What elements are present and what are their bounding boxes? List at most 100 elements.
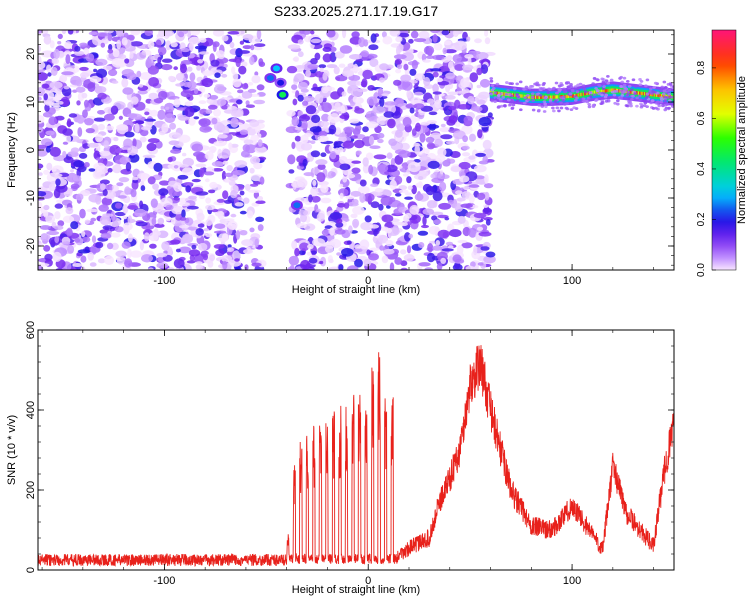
heatmap-cell <box>257 224 264 232</box>
heatmap-cell <box>241 239 254 247</box>
heatmap-cell <box>196 65 202 71</box>
heatmap-cell <box>591 82 595 86</box>
heatmap-cell <box>454 64 465 71</box>
heatmap-cell <box>235 230 241 240</box>
heatmap-cell <box>95 241 104 249</box>
y-tick-label: 20 <box>25 48 37 60</box>
heatmap-cell <box>413 38 427 43</box>
heatmap-cell <box>385 227 392 234</box>
heatmap-cell <box>622 90 626 94</box>
y-tick-label: -10 <box>25 190 37 206</box>
heatmap-cell <box>425 148 430 155</box>
heatmap-cell <box>431 215 438 221</box>
heatmap-cell <box>435 154 446 163</box>
heatmap-cell <box>244 264 249 270</box>
signal-core <box>595 90 597 94</box>
heatmap-cell <box>465 265 475 270</box>
heatmap-cell <box>95 157 101 161</box>
heatmap-cell <box>156 252 168 258</box>
heatmap-cell <box>459 175 470 183</box>
signal-core <box>640 91 642 95</box>
heatmap-cell <box>242 45 252 50</box>
heatmap-cell <box>213 244 225 249</box>
heatmap-cell <box>221 255 233 263</box>
heatmap-cell <box>314 93 324 104</box>
heatmap-cell <box>482 204 489 208</box>
heatmap-cell <box>537 103 542 107</box>
heatmap-cell <box>177 164 190 168</box>
heatmap-cell <box>194 45 208 50</box>
heatmap-cell <box>645 78 650 82</box>
heatmap-cell <box>46 230 60 236</box>
signal-core <box>522 94 525 98</box>
heatmap-cell <box>230 143 239 148</box>
heatmap-cell <box>334 127 342 135</box>
heatmap-cell <box>74 45 81 52</box>
heatmap-cell <box>544 105 548 108</box>
heatmap-cell <box>214 211 224 217</box>
signal-core <box>542 95 545 99</box>
heatmap-cell <box>336 203 346 208</box>
heatmap-cell <box>473 245 478 256</box>
heatmap-cell <box>209 95 219 100</box>
heatmap-cell <box>149 243 157 249</box>
heatmap-cell <box>214 72 221 78</box>
heatmap-cell <box>38 172 43 176</box>
heatmap-cell <box>342 168 352 176</box>
heatmap-cell <box>126 34 135 41</box>
heatmap-cell <box>496 96 501 100</box>
heatmap-cell <box>368 253 379 261</box>
heatmap-cell <box>649 101 653 105</box>
heatmap-cell <box>398 189 409 194</box>
heatmap-cell <box>130 30 141 36</box>
heatmap-cell <box>510 107 515 110</box>
heatmap-cell <box>182 234 193 243</box>
heatmap-cell <box>622 76 627 80</box>
heatmap-cell <box>495 82 500 86</box>
heatmap-cell <box>478 231 492 237</box>
signal-core <box>579 93 581 97</box>
heatmap-cell <box>168 75 175 81</box>
heatmap-cell <box>404 196 413 200</box>
heatmap-cell <box>218 134 228 139</box>
heatmap-cell <box>235 58 241 68</box>
heatmap-cell <box>510 82 514 86</box>
heatmap-cell <box>221 170 227 181</box>
heatmap-cell <box>573 85 578 89</box>
heatmap-cell <box>110 105 119 115</box>
heatmap-layer <box>38 30 674 270</box>
heatmap-cell <box>558 88 562 92</box>
heatmap-cell <box>625 104 630 108</box>
heatmap-cell <box>102 65 113 71</box>
heatmap-cell <box>78 152 88 159</box>
heatmap-cell <box>568 92 573 96</box>
heatmap-cell <box>218 264 224 269</box>
heatmap-cell <box>630 88 634 92</box>
heatmap-cell <box>232 250 241 261</box>
colorbar-tick-label: 0.6 <box>696 111 707 125</box>
heatmap-cell <box>354 106 360 111</box>
heatmap-cell <box>114 211 126 217</box>
heatmap-cell <box>437 174 450 180</box>
heatmap-cell <box>555 106 560 110</box>
heatmap-cell <box>305 69 311 78</box>
heatmap-cell <box>489 92 494 96</box>
heatmap-cell <box>127 233 133 243</box>
heatmap-cell <box>359 179 367 187</box>
heatmap-cell <box>409 214 421 224</box>
heatmap-cell <box>602 82 606 85</box>
heatmap-cell <box>79 66 89 71</box>
heatmap-cell <box>67 30 74 35</box>
heatmap-cell <box>422 215 427 226</box>
heatmap-cell <box>222 233 229 242</box>
heatmap-cell <box>90 245 98 255</box>
heatmap-cell <box>499 99 503 103</box>
signal-core <box>569 94 571 99</box>
signal-core <box>580 92 582 97</box>
heatmap-cell <box>578 82 583 86</box>
heatmap-cell <box>625 80 630 83</box>
heatmap-cell <box>657 104 661 108</box>
signal-core <box>637 91 640 95</box>
x-tick-label: -100 <box>153 575 175 587</box>
heatmap-cell <box>444 217 450 221</box>
